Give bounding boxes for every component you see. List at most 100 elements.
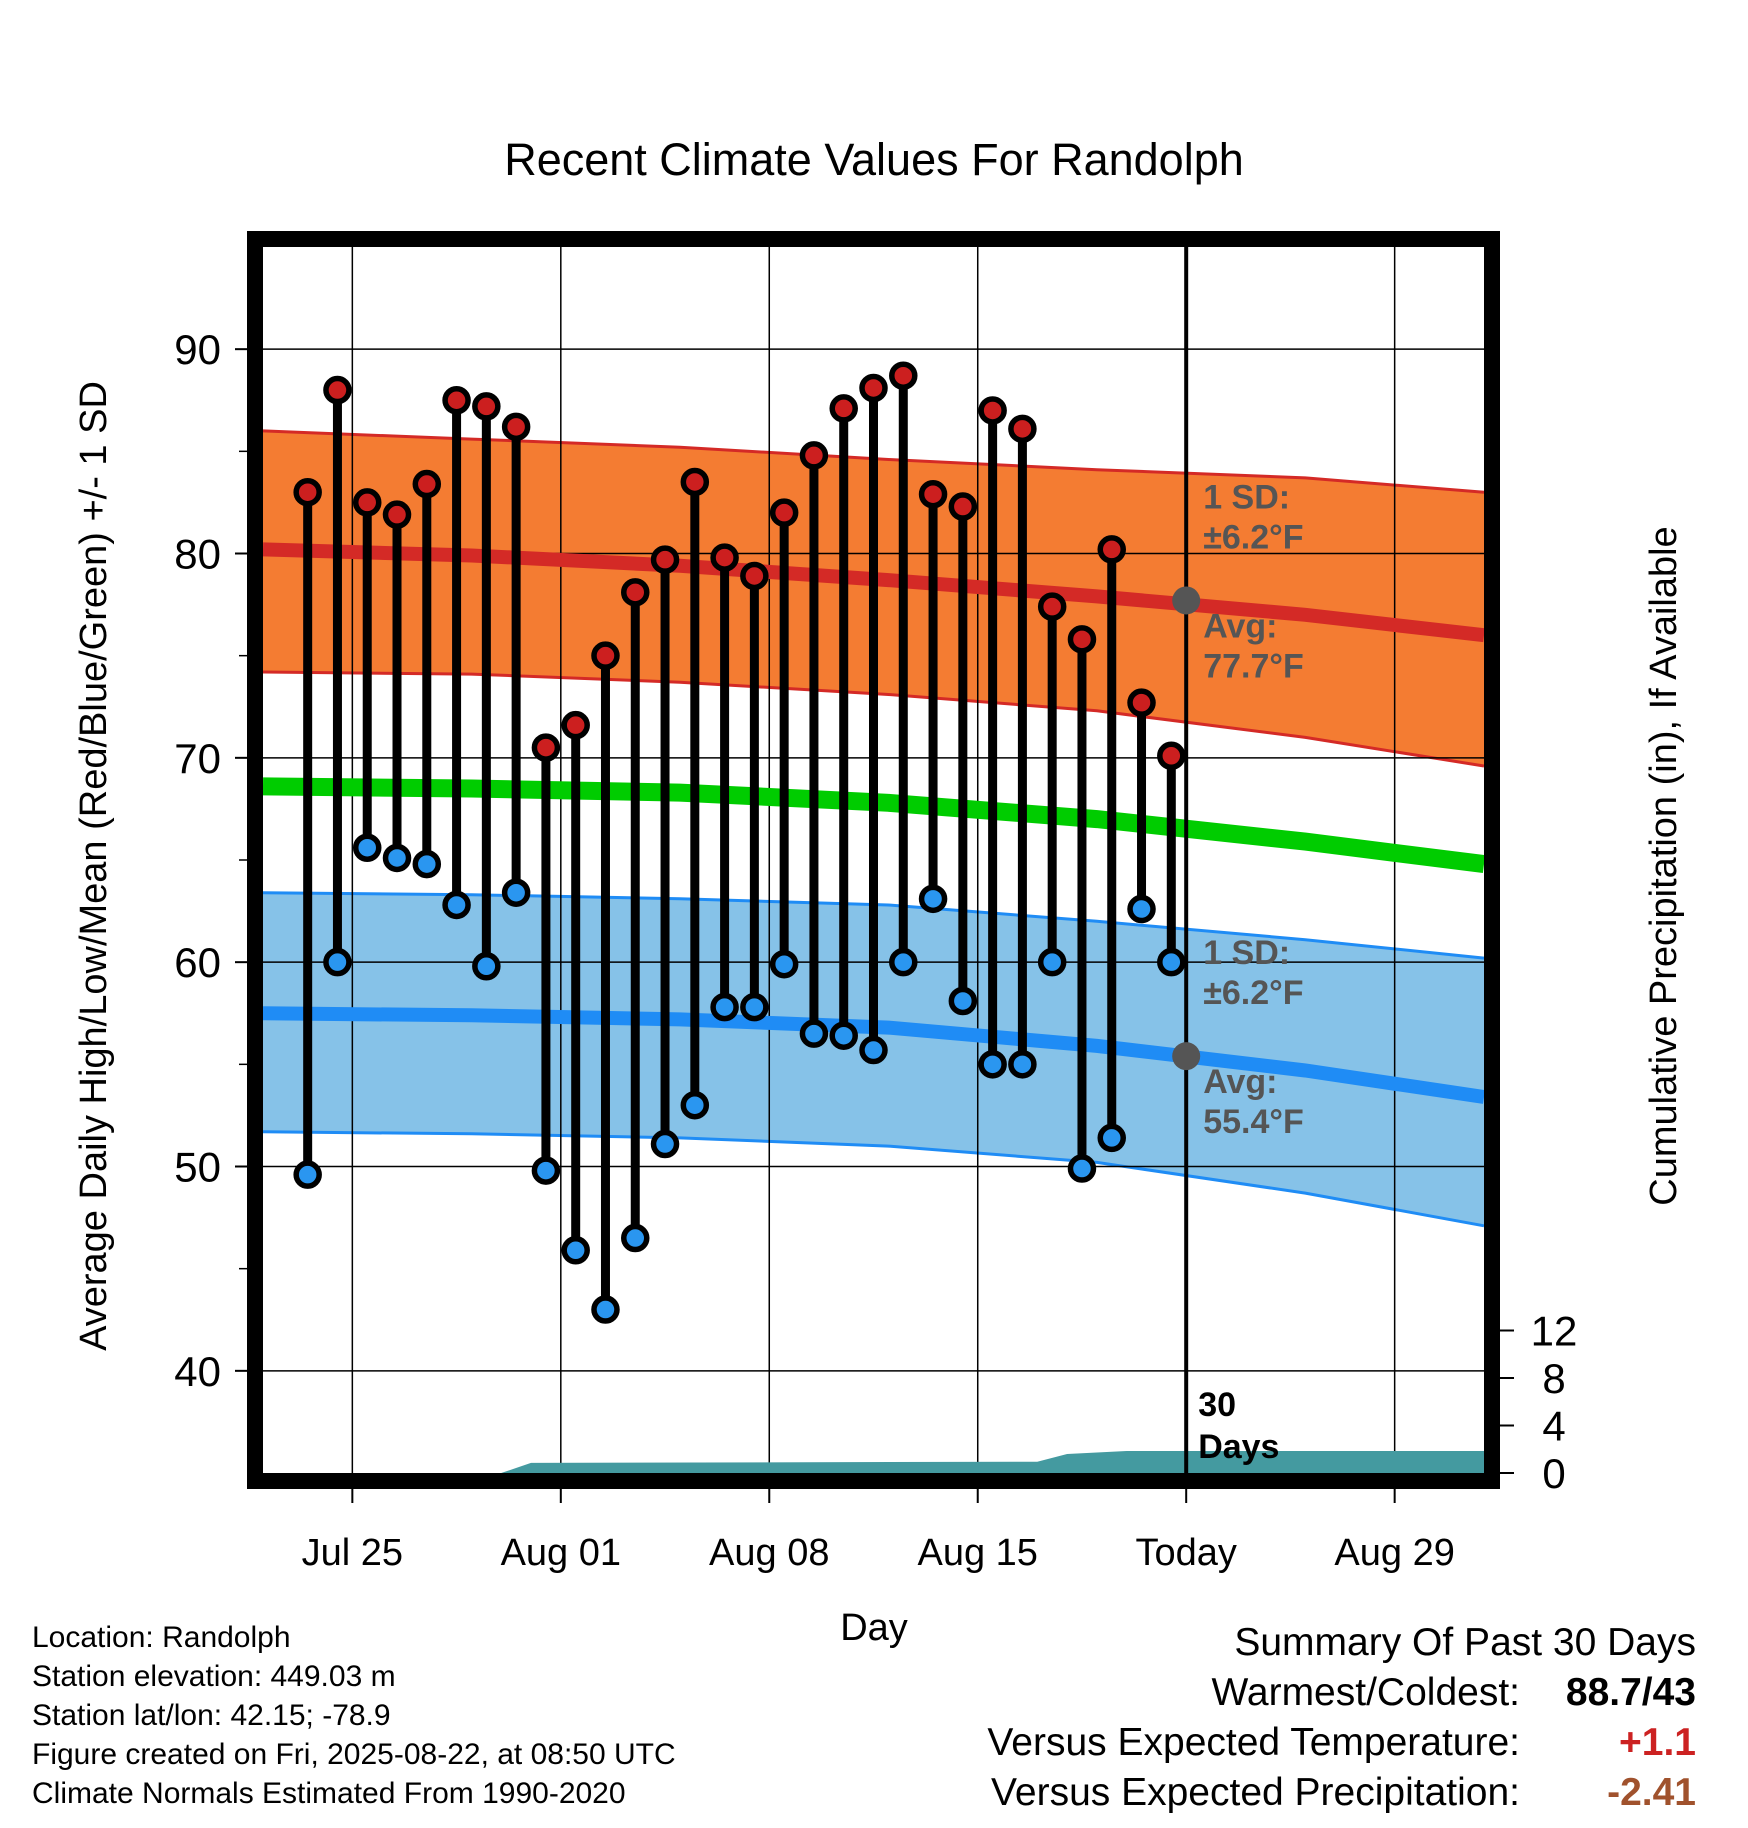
station-info: Location: Randolph Station elevation: 44… [32,1618,676,1813]
created-text: Figure created on Fri, 2025-08-22, at 08… [32,1738,676,1771]
low-avg-value: 55.4°F [1203,1103,1304,1141]
latlon-text: Station lat/lon: 42.15; -78.9 [32,1699,391,1732]
high-avg-label: Avg: [1203,607,1277,645]
today-low-avg-dot [1172,1042,1201,1071]
low-temp-point [859,1035,888,1065]
low-temp-point [1127,894,1156,924]
low-temp-point [531,1156,561,1185]
low-temp-point [918,884,948,914]
high-temp-point [769,498,799,527]
x-tick-label: Aug 29 [1334,1532,1454,1574]
high-avg-value: 77.7°F [1203,647,1304,685]
high-temp-point [650,545,680,574]
y2-tick-label: 0 [1542,1450,1565,1497]
high-temp-point [442,386,471,415]
low-temp-point [1157,947,1186,977]
high-temp-point [859,373,888,403]
low-temp-point [978,1050,1007,1079]
high-temp-point [829,394,858,423]
y-tick-label: 40 [174,1348,221,1395]
summary-panel: Summary Of Past 30 Days Warmest/Coldest:… [796,1618,1696,1818]
low-temp-point [621,1223,650,1253]
normal-mean-line [262,777,1486,874]
y2-axis-title: Cumulative Precipitation (in), If Availa… [1643,526,1685,1205]
high-band-lower-edge [262,670,1485,768]
high-temp-point [978,396,1007,425]
high-temp-point [1037,592,1067,621]
high-temp-point [710,543,739,572]
plot-border [247,231,1500,1489]
summary-temperature: Versus Expected Temperature: +1.1 [796,1718,1696,1768]
high-temp-point [501,412,531,442]
daily-observations [293,361,1186,1324]
low-temp-point [352,833,382,862]
summary-precipitation: Versus Expected Precipitation: -2.41 [796,1768,1696,1818]
high-temp-point [293,477,322,507]
x-axis-title: Day [840,1607,908,1649]
low-temp-point [561,1236,590,1265]
high-temp-point [799,441,829,470]
y-tick-label: 90 [174,326,221,373]
high-temp-point [1067,625,1097,654]
y-tick-label: 80 [174,531,221,578]
high-temp-point [680,467,710,497]
high-sd-value: ±6.2°F [1203,519,1303,557]
low-temp-point [799,1019,829,1048]
low-temp-point [1067,1154,1097,1183]
temp-anomaly-label: Versus Expected Temperature: [987,1721,1520,1764]
warmest-coldest-label: Warmest/Coldest: [1211,1671,1520,1714]
precipitation-area [263,1451,1484,1473]
low-temp-point [442,890,471,920]
high-temp-point [918,479,948,509]
low-temp-point [740,992,769,1022]
high-temp-point [1008,414,1037,444]
high-temp-point [1127,688,1156,717]
low-temp-point [1097,1123,1126,1153]
y-tick-label: 70 [174,735,221,782]
y2-tick-label: 8 [1542,1355,1565,1402]
low-temp-point [472,952,501,981]
days-label-line1: 30 [1198,1386,1236,1424]
x-tick-label: Today [1135,1532,1236,1574]
plot-frame [247,231,1500,1489]
precip-anomaly-label: Versus Expected Precipitation: [991,1771,1520,1814]
low-sd-label: 1 SD: [1203,934,1290,972]
low-temp-point [1008,1050,1037,1079]
normals-text: Climate Normals Estimated From 1990-2020 [32,1777,626,1810]
y-tick-label: 50 [174,1144,221,1191]
low-temp-point [293,1160,322,1189]
high-temp-point [1157,741,1186,771]
x-tick-label: Aug 01 [501,1532,621,1574]
low-avg-label: Avg: [1203,1063,1277,1101]
cumulative-precipitation-area [263,1451,1484,1473]
x-tick-label: Aug 15 [918,1532,1038,1574]
normal-lines [262,542,1486,1104]
location-text: Location: Randolph [32,1621,291,1654]
high-sd-label: 1 SD: [1203,479,1290,517]
normal-low-line [262,1006,1486,1104]
high-temp-point [621,578,650,607]
low-temp-point [948,986,978,1016]
high-temp-point [1097,535,1126,564]
low-temp-point [501,878,531,907]
summary-warmest-coldest: Warmest/Coldest: 88.7/43 [796,1668,1696,1718]
low-band-lower-edge [262,1130,1485,1228]
low-temp-point [650,1129,680,1159]
low-temp-point [829,1021,858,1050]
high-temp-point [382,500,412,529]
days-label-line2: Days [1198,1428,1279,1466]
low-temp-point [323,947,352,977]
normal-high-line [262,542,1485,643]
low-temp-point [710,992,739,1022]
low-temp-point [1037,947,1067,977]
chart-title: Recent Climate Values For Randolph [504,134,1244,185]
high-temp-point [472,392,501,421]
elevation-text: Station elevation: 449.03 m [32,1660,396,1693]
x-tick-label: Jul 25 [302,1532,403,1574]
high-temp-point [948,492,978,521]
low-temp-point [769,949,799,979]
low-temp-point [889,947,918,977]
